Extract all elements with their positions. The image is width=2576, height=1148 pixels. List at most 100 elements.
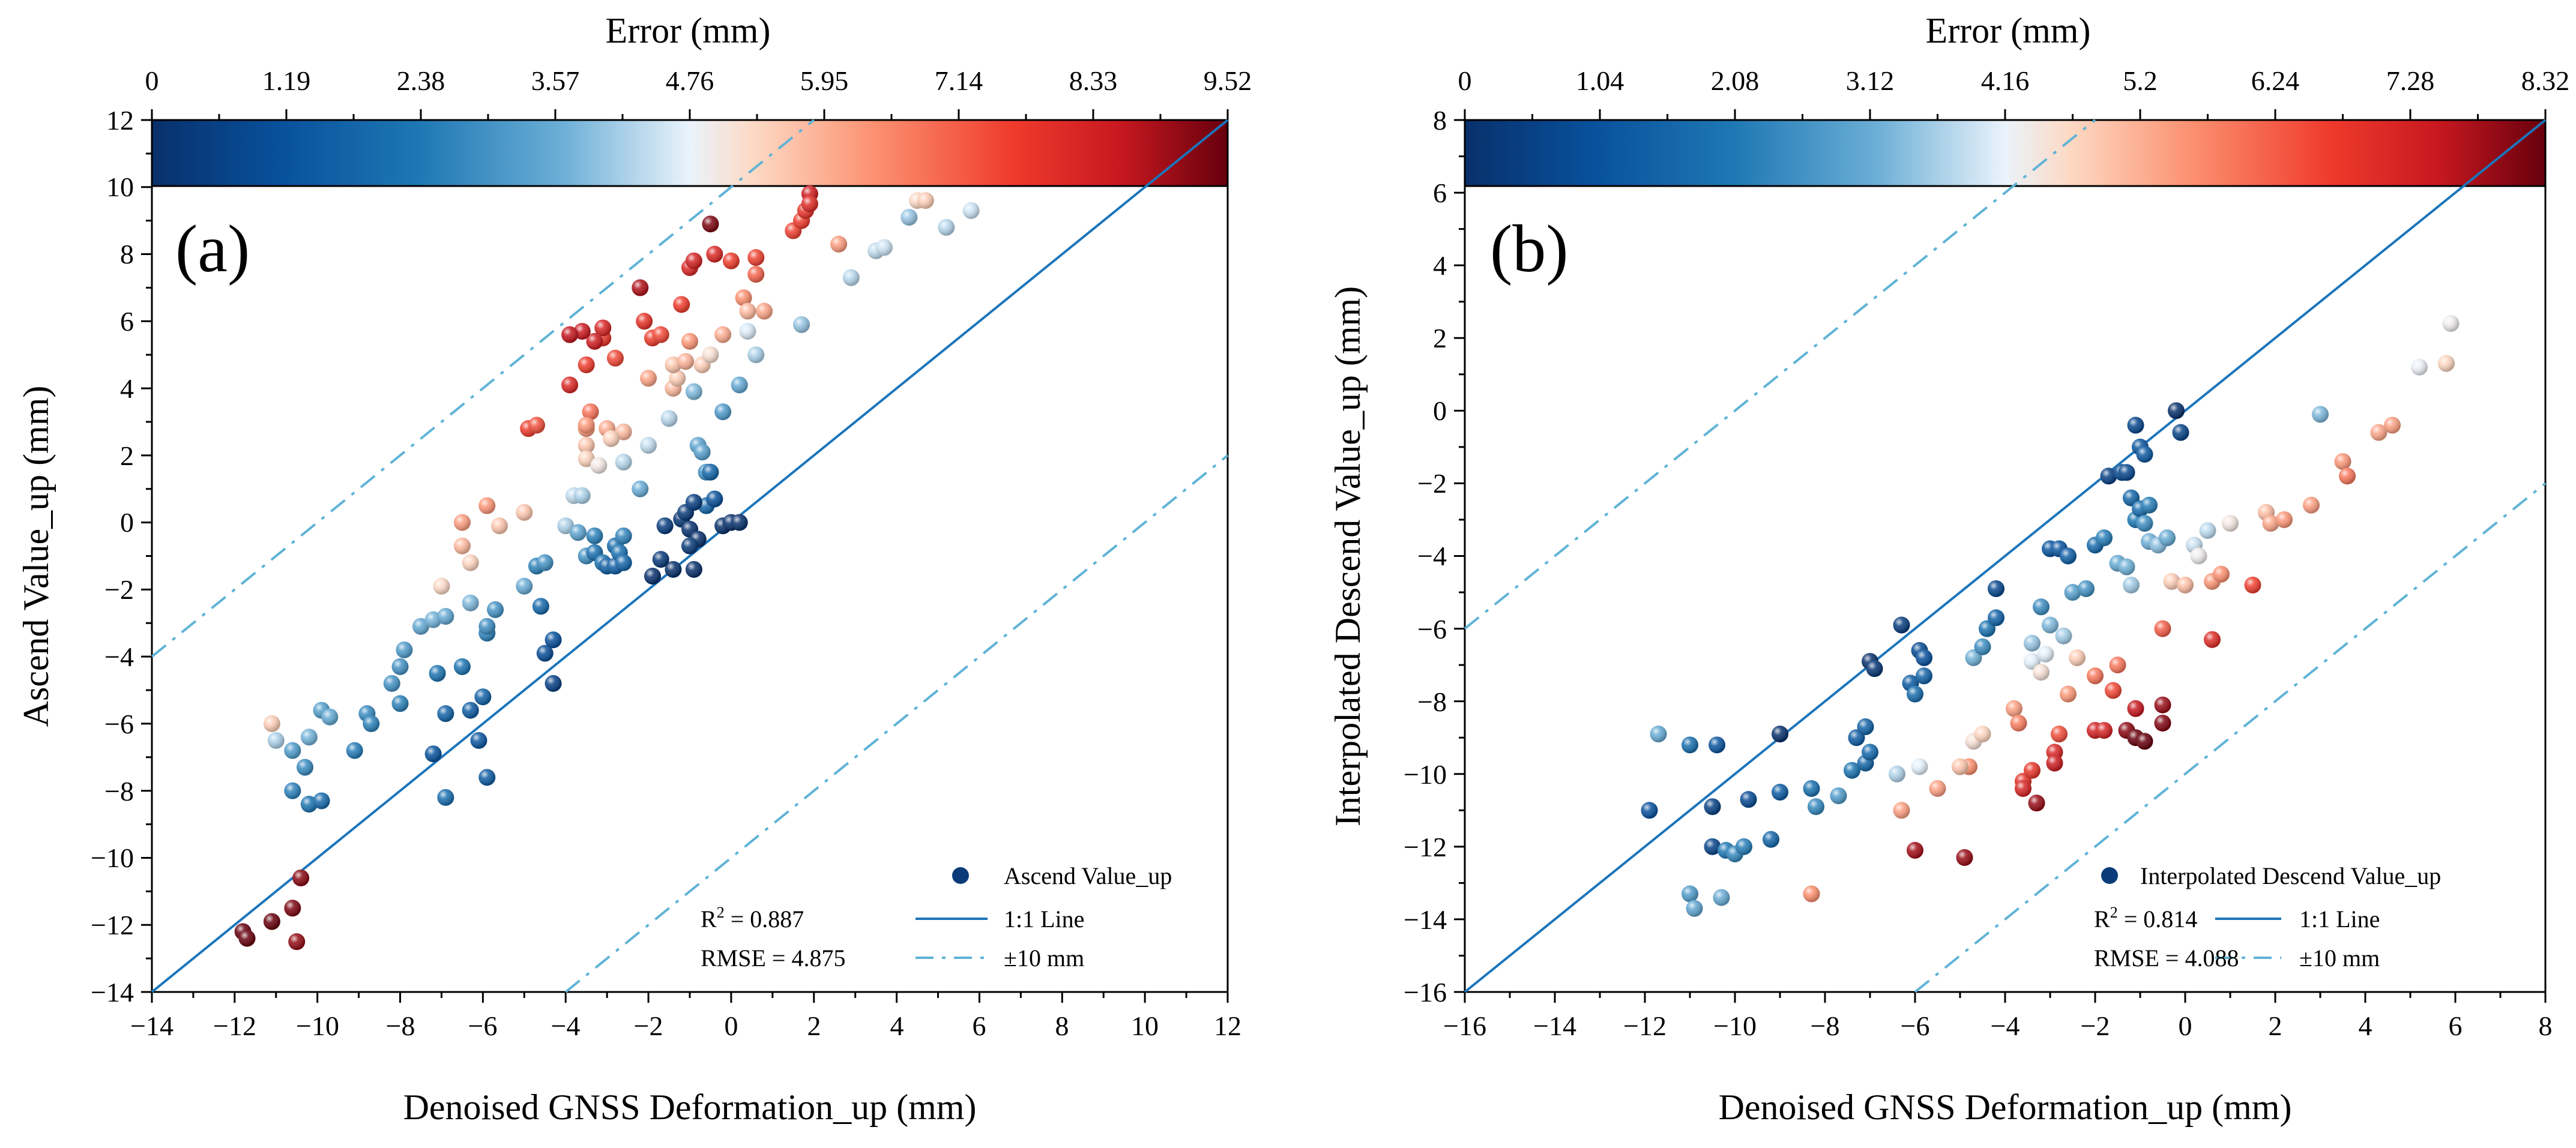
data-point — [2172, 424, 2189, 441]
data-point — [801, 195, 818, 212]
panel-b-colorbar-label: Error (mm) — [1926, 11, 2091, 50]
data-point — [731, 376, 748, 394]
data-point — [582, 403, 599, 421]
data-point — [2213, 565, 2230, 583]
data-point — [2177, 576, 2194, 594]
one-to-one-line — [1464, 119, 2547, 993]
data-point — [2312, 406, 2329, 423]
data-point — [747, 346, 765, 364]
panel-a-cb-tick-7: 8.33 — [1069, 65, 1118, 96]
data-point-shade — [578, 450, 595, 467]
data-point-shade — [1893, 616, 1910, 634]
panel-a-x-ticklabels: −14 −12 −10 −8 −6 −4 −2 0 2 4 6 8 10 12 — [130, 1011, 1241, 1041]
data-point — [2154, 696, 2171, 714]
data-point-shade — [1704, 838, 1721, 855]
data-point — [536, 554, 554, 571]
data-point-shade — [665, 560, 682, 578]
data-point — [267, 732, 285, 749]
data-point — [1641, 802, 1658, 819]
data-point — [2042, 616, 2059, 634]
data-point-shade — [640, 437, 657, 454]
panel-a-legend: Ascend Value_up 1:1 Line ±10 mm — [915, 862, 1172, 972]
data-point — [842, 269, 860, 286]
panel-a-x-ticks — [151, 992, 1229, 1003]
data-point — [383, 675, 400, 692]
data-point — [2339, 467, 2356, 485]
data-point-shade — [2154, 620, 2171, 637]
data-point — [391, 658, 409, 675]
data-point-shade — [2069, 649, 2086, 667]
panel-b-ytick-label: 4 — [1433, 250, 1447, 281]
panel-b: Error (mm) 0 1.04 2.08 3.12 4.16 5.2 6.2… — [1328, 11, 2569, 1127]
data-point — [1916, 667, 1932, 685]
data-point — [2024, 762, 2041, 779]
panel-b-ytick-label: −8 — [1417, 687, 1447, 717]
data-point — [830, 235, 848, 253]
data-point — [300, 729, 318, 746]
panel-a-xtick-label: −6 — [468, 1011, 498, 1041]
data-point — [429, 665, 446, 682]
data-point — [1866, 660, 1883, 678]
data-point-shade — [578, 437, 595, 454]
data-point — [470, 732, 487, 749]
data-point — [462, 554, 479, 571]
panel-b-xtick-label: 2 — [2269, 1011, 2282, 1041]
panel-b-xtick-label: −14 — [1533, 1011, 1576, 1041]
data-point-shade — [615, 527, 632, 544]
data-point — [2438, 355, 2455, 372]
panel-b-ytick-label: −4 — [1417, 541, 1447, 571]
panel-a-points — [234, 185, 980, 951]
data-point-shade — [685, 494, 702, 511]
data-point-shade — [383, 675, 400, 692]
data-point — [346, 742, 363, 759]
panel-a-ytick-label: −10 — [91, 843, 134, 873]
data-point — [1682, 885, 1698, 903]
panel-b-xtick-label: 6 — [2449, 1011, 2463, 1041]
data-point — [962, 202, 980, 219]
panel-a-cb-tick-3: 3.57 — [531, 65, 580, 96]
data-point-shade — [669, 370, 686, 387]
data-point — [2141, 496, 2158, 514]
data-point — [793, 316, 810, 333]
data-point — [412, 618, 429, 635]
panel-b-y-axis-label: Interpolated Descend Value_up (mm) — [1328, 286, 1368, 826]
panel-b-stats: R2 = 0.814 RMSE = 4.088 — [2094, 904, 2239, 972]
panel-a-x-axis-label: Denoised GNSS Deformation_up (mm) — [403, 1087, 977, 1127]
panel-a-ytick-label: 10 — [106, 172, 134, 202]
data-point-shade — [1916, 667, 1932, 685]
data-point — [677, 353, 695, 370]
panel-b-legend: Interpolated Descend Value_up 1:1 Line ±… — [2101, 862, 2441, 972]
data-point — [478, 618, 496, 635]
data-point-shade — [801, 195, 818, 212]
data-point-shade — [2154, 714, 2171, 732]
data-point — [396, 641, 413, 658]
data-point-shade — [731, 376, 748, 394]
data-point-shade — [756, 302, 773, 320]
data-point-shade — [603, 430, 620, 447]
panel-a-xtick-label: −12 — [213, 1011, 256, 1041]
data-point — [586, 332, 603, 350]
panel-b-r2: R2 = 0.814 — [2094, 904, 2197, 933]
data-point-shade — [2033, 598, 2050, 616]
data-point — [573, 487, 591, 504]
data-point — [656, 517, 674, 535]
data-point — [2127, 416, 2144, 434]
data-point-shade — [640, 370, 657, 387]
minus-10mm-line — [1914, 482, 2547, 993]
data-point-shade — [396, 641, 413, 658]
panel-b-rmse: RMSE = 4.088 — [2094, 945, 2239, 972]
data-point-shade — [2244, 576, 2261, 594]
data-point-shade — [2037, 645, 2054, 663]
data-point-shade — [2136, 445, 2153, 463]
data-point — [2442, 315, 2460, 332]
data-point — [2046, 754, 2063, 772]
data-point — [1709, 736, 1725, 754]
data-point — [263, 913, 280, 930]
panel-a-label: (a) — [175, 212, 250, 286]
data-point — [2123, 576, 2140, 594]
panel-b-cb-tick-8: 8.32 — [2521, 65, 2570, 96]
panel-a-y-axis-label: Ascend Value_up (mm) — [16, 386, 56, 727]
data-point — [321, 708, 339, 726]
panel-a-xtick-label: 12 — [1214, 1011, 1241, 1041]
data-point-shade — [2046, 754, 2063, 772]
